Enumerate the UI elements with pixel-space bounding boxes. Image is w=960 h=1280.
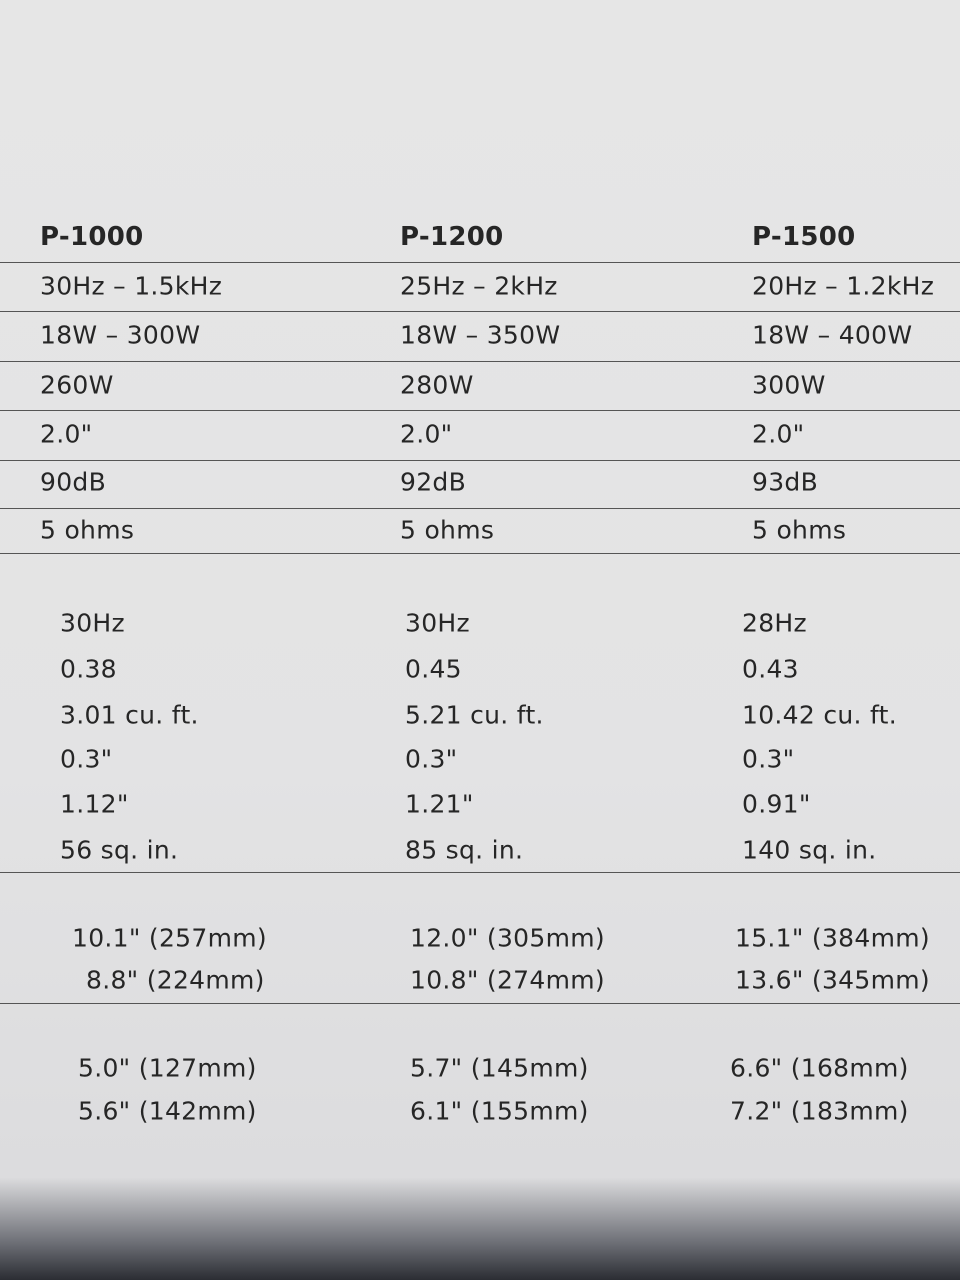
- spec-value: 18W – 300W: [40, 320, 201, 350]
- spec-value: 6.6" (168mm): [730, 1053, 909, 1083]
- column-header: P-1000: [40, 222, 144, 252]
- spec-value: 0.38: [60, 654, 117, 684]
- spec-value: 5.7" (145mm): [410, 1053, 589, 1083]
- spec-value: 3.01 cu. ft.: [60, 700, 199, 730]
- spec-value: 30Hz: [405, 608, 470, 638]
- spec-value: 10.1" (257mm): [72, 923, 267, 953]
- spec-value: 18W – 400W: [752, 320, 913, 350]
- spec-value: 140 sq. in.: [742, 835, 877, 865]
- spec-value: 2.0": [40, 419, 93, 449]
- spec-value: 56 sq. in.: [60, 835, 179, 865]
- spec-value: 30Hz: [60, 608, 125, 638]
- spec-value: 10.42 cu. ft.: [742, 700, 898, 730]
- row-divider: [0, 508, 960, 509]
- spec-value: 5.21 cu. ft.: [405, 700, 544, 730]
- spec-value: 0.91": [742, 789, 811, 819]
- spec-value: 6.1" (155mm): [410, 1096, 589, 1126]
- spec-value: 5 ohms: [40, 515, 135, 545]
- spec-value: 93dB: [752, 467, 819, 497]
- row-divider: [0, 872, 960, 873]
- spec-value: 2.0": [752, 419, 805, 449]
- spec-value: 0.3": [742, 744, 795, 774]
- spec-value: 90dB: [40, 467, 107, 497]
- spec-value: 25Hz – 2kHz: [400, 271, 558, 301]
- spec-value: 85 sq. in.: [405, 835, 524, 865]
- spec-value: 20Hz – 1.2kHz: [752, 271, 935, 301]
- spec-value: 7.2" (183mm): [730, 1096, 909, 1126]
- spec-value: 8.8" (224mm): [86, 965, 265, 995]
- row-divider: [0, 262, 960, 263]
- spec-value: 0.3": [60, 744, 113, 774]
- spec-value: 5 ohms: [400, 515, 495, 545]
- spec-value: 5 ohms: [752, 515, 847, 545]
- row-divider: [0, 410, 960, 411]
- row-divider: [0, 460, 960, 461]
- row-divider: [0, 1003, 960, 1004]
- spec-value: 1.12": [60, 789, 129, 819]
- spec-value: 260W: [40, 370, 114, 400]
- spec-value: 280W: [400, 370, 474, 400]
- spec-value: 300W: [752, 370, 826, 400]
- row-divider: [0, 361, 960, 362]
- spec-value: 10.8" (274mm): [410, 965, 605, 995]
- spec-value: 18W – 350W: [400, 320, 561, 350]
- spec-value: 5.6" (142mm): [78, 1096, 257, 1126]
- spec-value: 0.45: [405, 654, 462, 684]
- spec-value: 1.21": [405, 789, 474, 819]
- spec-value: 28Hz: [742, 608, 807, 638]
- spec-value: 15.1" (384mm): [735, 923, 930, 953]
- spec-value: 2.0": [400, 419, 453, 449]
- spec-value: 13.6" (345mm): [735, 965, 930, 995]
- spec-value: 92dB: [400, 467, 467, 497]
- spec-value: 30Hz – 1.5kHz: [40, 271, 223, 301]
- row-divider: [0, 311, 960, 312]
- row-divider: [0, 553, 960, 554]
- spec-value: 12.0" (305mm): [410, 923, 605, 953]
- spec-value: 0.3": [405, 744, 458, 774]
- column-header: P-1500: [752, 222, 856, 252]
- spec-value: 0.43: [742, 654, 799, 684]
- spec-value: 5.0" (127mm): [78, 1053, 257, 1083]
- column-header: P-1200: [400, 222, 504, 252]
